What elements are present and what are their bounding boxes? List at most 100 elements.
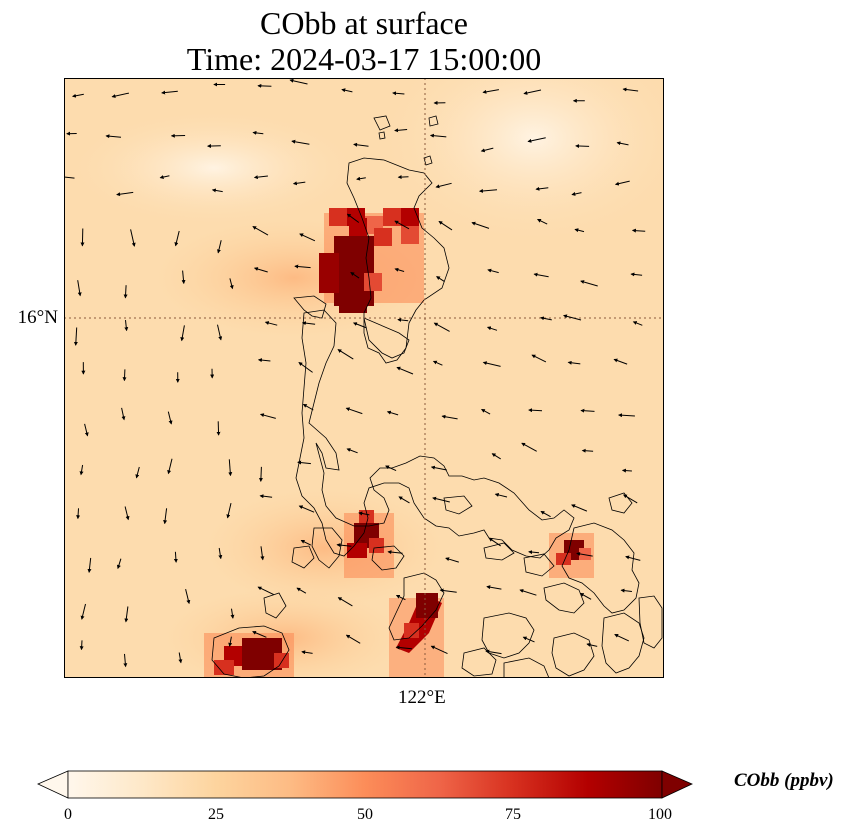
hotspot-southwest [204, 633, 294, 678]
wind-arrow [487, 268, 499, 274]
plume-haze [204, 488, 444, 608]
wind-arrow [167, 458, 173, 475]
wind-arrow [567, 360, 581, 365]
wind-arrow [64, 176, 75, 179]
wind-arrow [121, 407, 126, 421]
wind-arrow [614, 180, 630, 186]
wind-arrow [111, 92, 130, 98]
wind-arrow [124, 320, 129, 332]
wind-arrow [291, 139, 310, 145]
wind-arrow [385, 465, 397, 472]
wind-arrow [392, 91, 405, 96]
wind-arrow [533, 272, 549, 278]
longitude-tick-label: 122°E [398, 687, 446, 708]
wind-arrow [395, 594, 406, 601]
colorbar-min-extension [37, 770, 69, 799]
wind-arrow [394, 220, 410, 230]
wind-arrow [618, 413, 635, 418]
wind-arrow [77, 280, 82, 297]
wind-arrow [356, 176, 366, 181]
wind-arrow [622, 87, 639, 92]
wind-arrow [76, 508, 81, 520]
wind-arrow [346, 448, 358, 454]
wind-arrow [178, 652, 183, 664]
wind-arrow [485, 649, 502, 655]
wind-arrow [576, 551, 593, 557]
wind-arrow [300, 539, 312, 546]
wind-arrow [226, 502, 232, 519]
wind-arrow [571, 504, 588, 512]
wind-arrow [217, 324, 223, 341]
wind-arrow [297, 460, 311, 465]
wind-arrow [217, 240, 222, 254]
map-plot [64, 78, 664, 678]
wind-arrow [337, 349, 354, 360]
wind-arrow [124, 506, 130, 521]
wind-arrow [352, 322, 367, 329]
coastlines [211, 115, 663, 678]
wind-arrow [430, 465, 447, 471]
wind-arrow [522, 636, 535, 643]
wind-arrow [135, 466, 140, 479]
wind-arrow [123, 285, 128, 299]
wind-arrow [429, 133, 447, 138]
wind-arrow [289, 78, 308, 85]
wind-arrow [257, 358, 271, 363]
wind-arrow [521, 442, 537, 452]
wind-arrow [301, 321, 316, 326]
wind-arrow [346, 213, 360, 223]
wind-arrow [353, 142, 369, 147]
wind-arrow [397, 175, 409, 180]
wind-arrow [296, 587, 307, 594]
wind-arrow [159, 175, 170, 179]
wind-arrow [581, 448, 594, 453]
wind-arrow [79, 464, 84, 476]
wind-arrow [535, 186, 549, 191]
wind-arrow [336, 543, 352, 548]
wind-arrow [621, 468, 632, 473]
latitude-tick-label: 16°N [17, 307, 58, 328]
wind-arrow [620, 588, 632, 593]
wind-arrow [575, 144, 590, 149]
wind-arrow [397, 317, 409, 322]
wind-arrow [439, 588, 457, 593]
wind-arrow [180, 325, 185, 342]
wind-arrow [486, 585, 502, 590]
low-concentration-area [64, 108, 364, 228]
wind-vectors [64, 78, 646, 668]
hotspot-central-luzon [344, 510, 394, 578]
wind-arrow [394, 128, 408, 133]
wind-arrow [531, 354, 547, 363]
wind-arrow [337, 597, 353, 607]
wind-arrow [586, 642, 598, 647]
wind-arrow [260, 546, 265, 561]
wind-arrow [211, 188, 223, 193]
wind-arrow [387, 550, 403, 555]
wind-arrow [491, 453, 501, 460]
wind-arrow [394, 267, 405, 272]
wind-arrow [84, 423, 89, 437]
colorbar-tick-label: 75 [505, 806, 521, 823]
colorbar-gradient [67, 770, 663, 799]
wind-arrow [358, 511, 370, 516]
wind-arrow [430, 645, 448, 655]
wind-arrow [571, 191, 582, 196]
wind-arrow [623, 494, 638, 504]
wind-arrow [259, 494, 273, 499]
wind-arrow [252, 226, 269, 236]
wind-arrow [105, 134, 122, 139]
wind-arrow [441, 414, 458, 420]
wind-arrow [523, 89, 542, 95]
wind-arrow [563, 314, 582, 321]
colorbar-max-extension [661, 770, 693, 799]
wind-arrow [123, 653, 128, 668]
wind-arrow [218, 547, 223, 560]
wind-arrow [395, 645, 412, 650]
wind-arrow [445, 557, 459, 563]
wind-arrow [294, 264, 311, 269]
wind-arrow [480, 147, 494, 153]
wind-arrow [396, 366, 414, 375]
wind-arrow [580, 280, 598, 287]
wind-arrow [116, 191, 134, 197]
wind-arrow [228, 636, 233, 647]
